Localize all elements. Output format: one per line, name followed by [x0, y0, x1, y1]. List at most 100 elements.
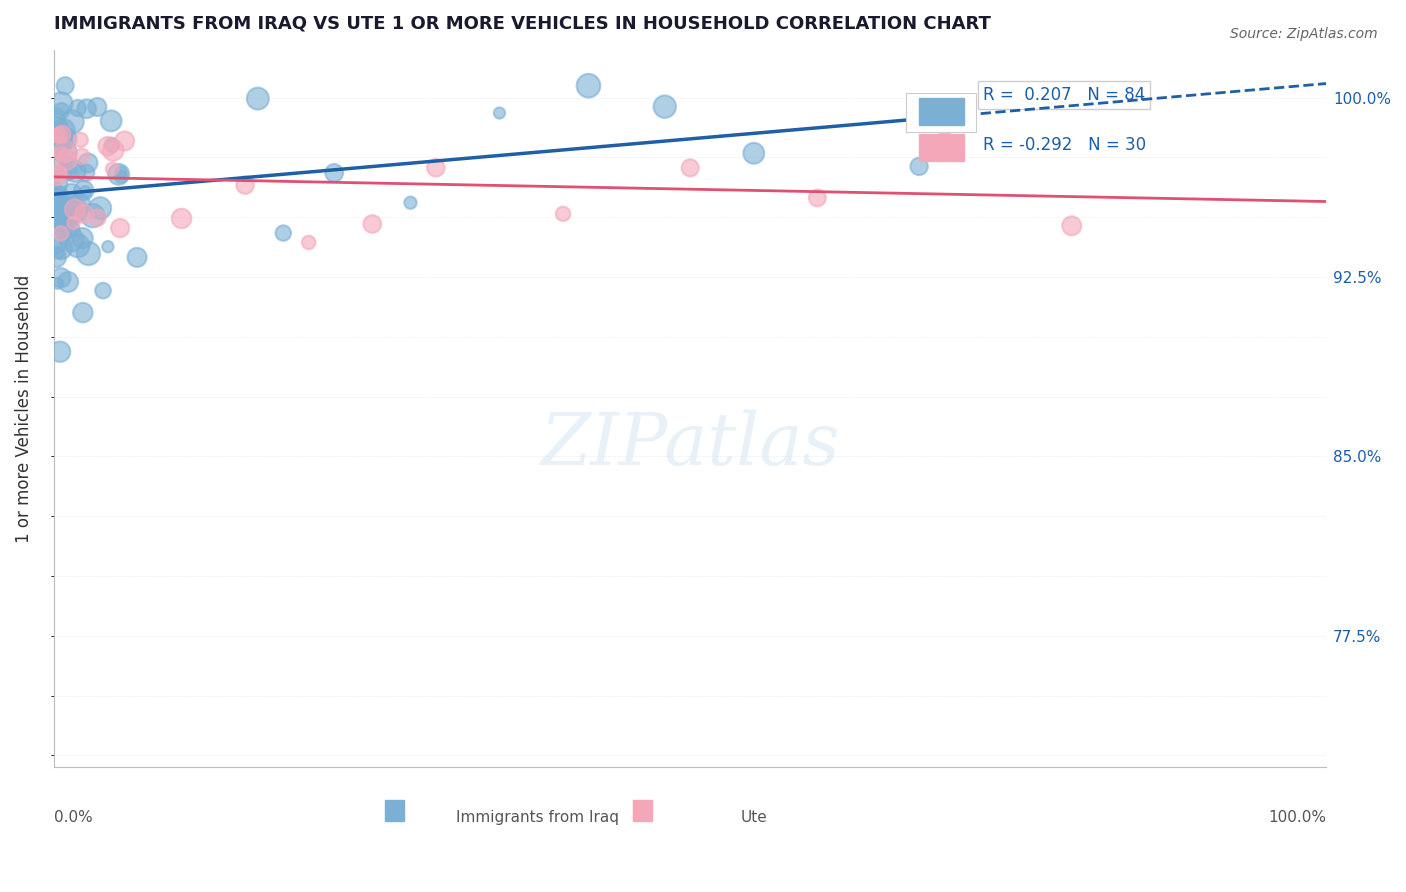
Ute [361, 217, 384, 231]
Immigrants from Iraq [46, 120, 69, 135]
Text: Immigrants from Iraq: Immigrants from Iraq [456, 810, 619, 825]
Immigrants from Iraq [58, 211, 80, 225]
Bar [633, 799, 652, 821]
Text: 0.0%: 0.0% [55, 810, 93, 825]
Ute [806, 191, 828, 205]
Ute [69, 133, 91, 147]
Ute [551, 207, 574, 221]
Immigrants from Iraq [66, 101, 89, 115]
Immigrants from Iraq [742, 146, 765, 161]
Immigrants from Iraq [49, 220, 72, 235]
Text: IMMIGRANTS FROM IRAQ VS UTE 1 OR MORE VEHICLES IN HOUSEHOLD CORRELATION CHART: IMMIGRANTS FROM IRAQ VS UTE 1 OR MORE VE… [55, 15, 991, 33]
Ute [70, 149, 93, 163]
Ute [425, 161, 447, 175]
Immigrants from Iraq [110, 165, 132, 179]
Immigrants from Iraq [49, 241, 72, 255]
Ute [298, 235, 321, 250]
Immigrants from Iraq [52, 202, 75, 216]
Immigrants from Iraq [60, 186, 83, 201]
Immigrants from Iraq [52, 132, 75, 146]
Immigrants from Iraq [44, 234, 66, 248]
Immigrants from Iraq [654, 100, 676, 114]
Bar [385, 799, 404, 821]
Immigrants from Iraq [125, 251, 148, 265]
Immigrants from Iraq [51, 96, 73, 111]
Ute [73, 207, 96, 221]
Immigrants from Iraq [86, 100, 108, 114]
Immigrants from Iraq [63, 164, 86, 178]
Immigrants from Iraq [45, 202, 67, 216]
Immigrants from Iraq [52, 225, 75, 239]
Immigrants from Iraq [58, 202, 80, 217]
Ute [53, 145, 76, 159]
Immigrants from Iraq [76, 102, 98, 116]
Ute [56, 153, 79, 167]
Immigrants from Iraq [51, 211, 73, 226]
Immigrants from Iraq [46, 196, 69, 211]
Immigrants from Iraq [45, 156, 67, 170]
Immigrants from Iraq [77, 156, 100, 170]
Text: R =  0.207   N = 84: R = 0.207 N = 84 [983, 86, 1144, 103]
Immigrants from Iraq [82, 209, 104, 223]
Text: ZIPatlas: ZIPatlas [540, 409, 839, 480]
Immigrants from Iraq [45, 140, 67, 154]
Immigrants from Iraq [60, 233, 83, 247]
Immigrants from Iraq [72, 231, 94, 245]
Immigrants from Iraq [60, 222, 83, 236]
Ute [51, 147, 73, 161]
Immigrants from Iraq [48, 140, 70, 154]
Immigrants from Iraq [62, 209, 84, 223]
Immigrants from Iraq [72, 305, 94, 319]
Text: R = -0.292   N = 30: R = -0.292 N = 30 [983, 136, 1146, 154]
Immigrants from Iraq [110, 169, 132, 184]
Immigrants from Iraq [91, 284, 114, 298]
Immigrants from Iraq [56, 275, 79, 289]
Immigrants from Iraq [46, 138, 69, 153]
Immigrants from Iraq [246, 92, 269, 106]
Bar [920, 134, 963, 161]
Immigrants from Iraq [49, 344, 72, 359]
Immigrants from Iraq [323, 166, 346, 180]
Immigrants from Iraq [399, 195, 422, 210]
Immigrants from Iraq [100, 114, 122, 128]
Immigrants from Iraq [97, 240, 120, 254]
Immigrants from Iraq [101, 137, 124, 152]
Immigrants from Iraq [45, 251, 67, 265]
Immigrants from Iraq [55, 131, 77, 145]
Immigrants from Iraq [46, 190, 69, 204]
Immigrants from Iraq [75, 185, 97, 199]
Ute [170, 211, 193, 226]
Immigrants from Iraq [77, 246, 100, 260]
Ute [101, 144, 124, 158]
Ute [46, 168, 69, 182]
Text: Ute: Ute [741, 810, 768, 825]
Immigrants from Iraq [44, 197, 66, 211]
Immigrants from Iraq [52, 123, 75, 137]
Immigrants from Iraq [46, 166, 69, 180]
Immigrants from Iraq [56, 208, 79, 222]
Bar [920, 98, 963, 125]
Ute [233, 178, 256, 193]
Immigrants from Iraq [60, 198, 83, 212]
Immigrants from Iraq [44, 180, 66, 194]
Immigrants from Iraq [107, 167, 129, 181]
Immigrants from Iraq [49, 270, 72, 285]
Ute [63, 202, 86, 217]
Ute [1060, 219, 1083, 233]
Immigrants from Iraq [46, 128, 69, 142]
Text: Source: ZipAtlas.com: Source: ZipAtlas.com [1230, 27, 1378, 41]
Immigrants from Iraq [89, 201, 111, 215]
Immigrants from Iraq [578, 78, 600, 93]
Ute [934, 118, 956, 132]
Ute [114, 134, 136, 148]
Ute [679, 161, 702, 175]
Ute [48, 128, 70, 142]
Immigrants from Iraq [58, 158, 80, 172]
Y-axis label: 1 or more Vehicles in Household: 1 or more Vehicles in Household [15, 275, 32, 542]
Immigrants from Iraq [51, 103, 73, 118]
Ute [101, 161, 124, 176]
Ute [108, 221, 131, 235]
Ute [49, 227, 72, 241]
Immigrants from Iraq [49, 186, 72, 200]
Ute [45, 128, 67, 143]
